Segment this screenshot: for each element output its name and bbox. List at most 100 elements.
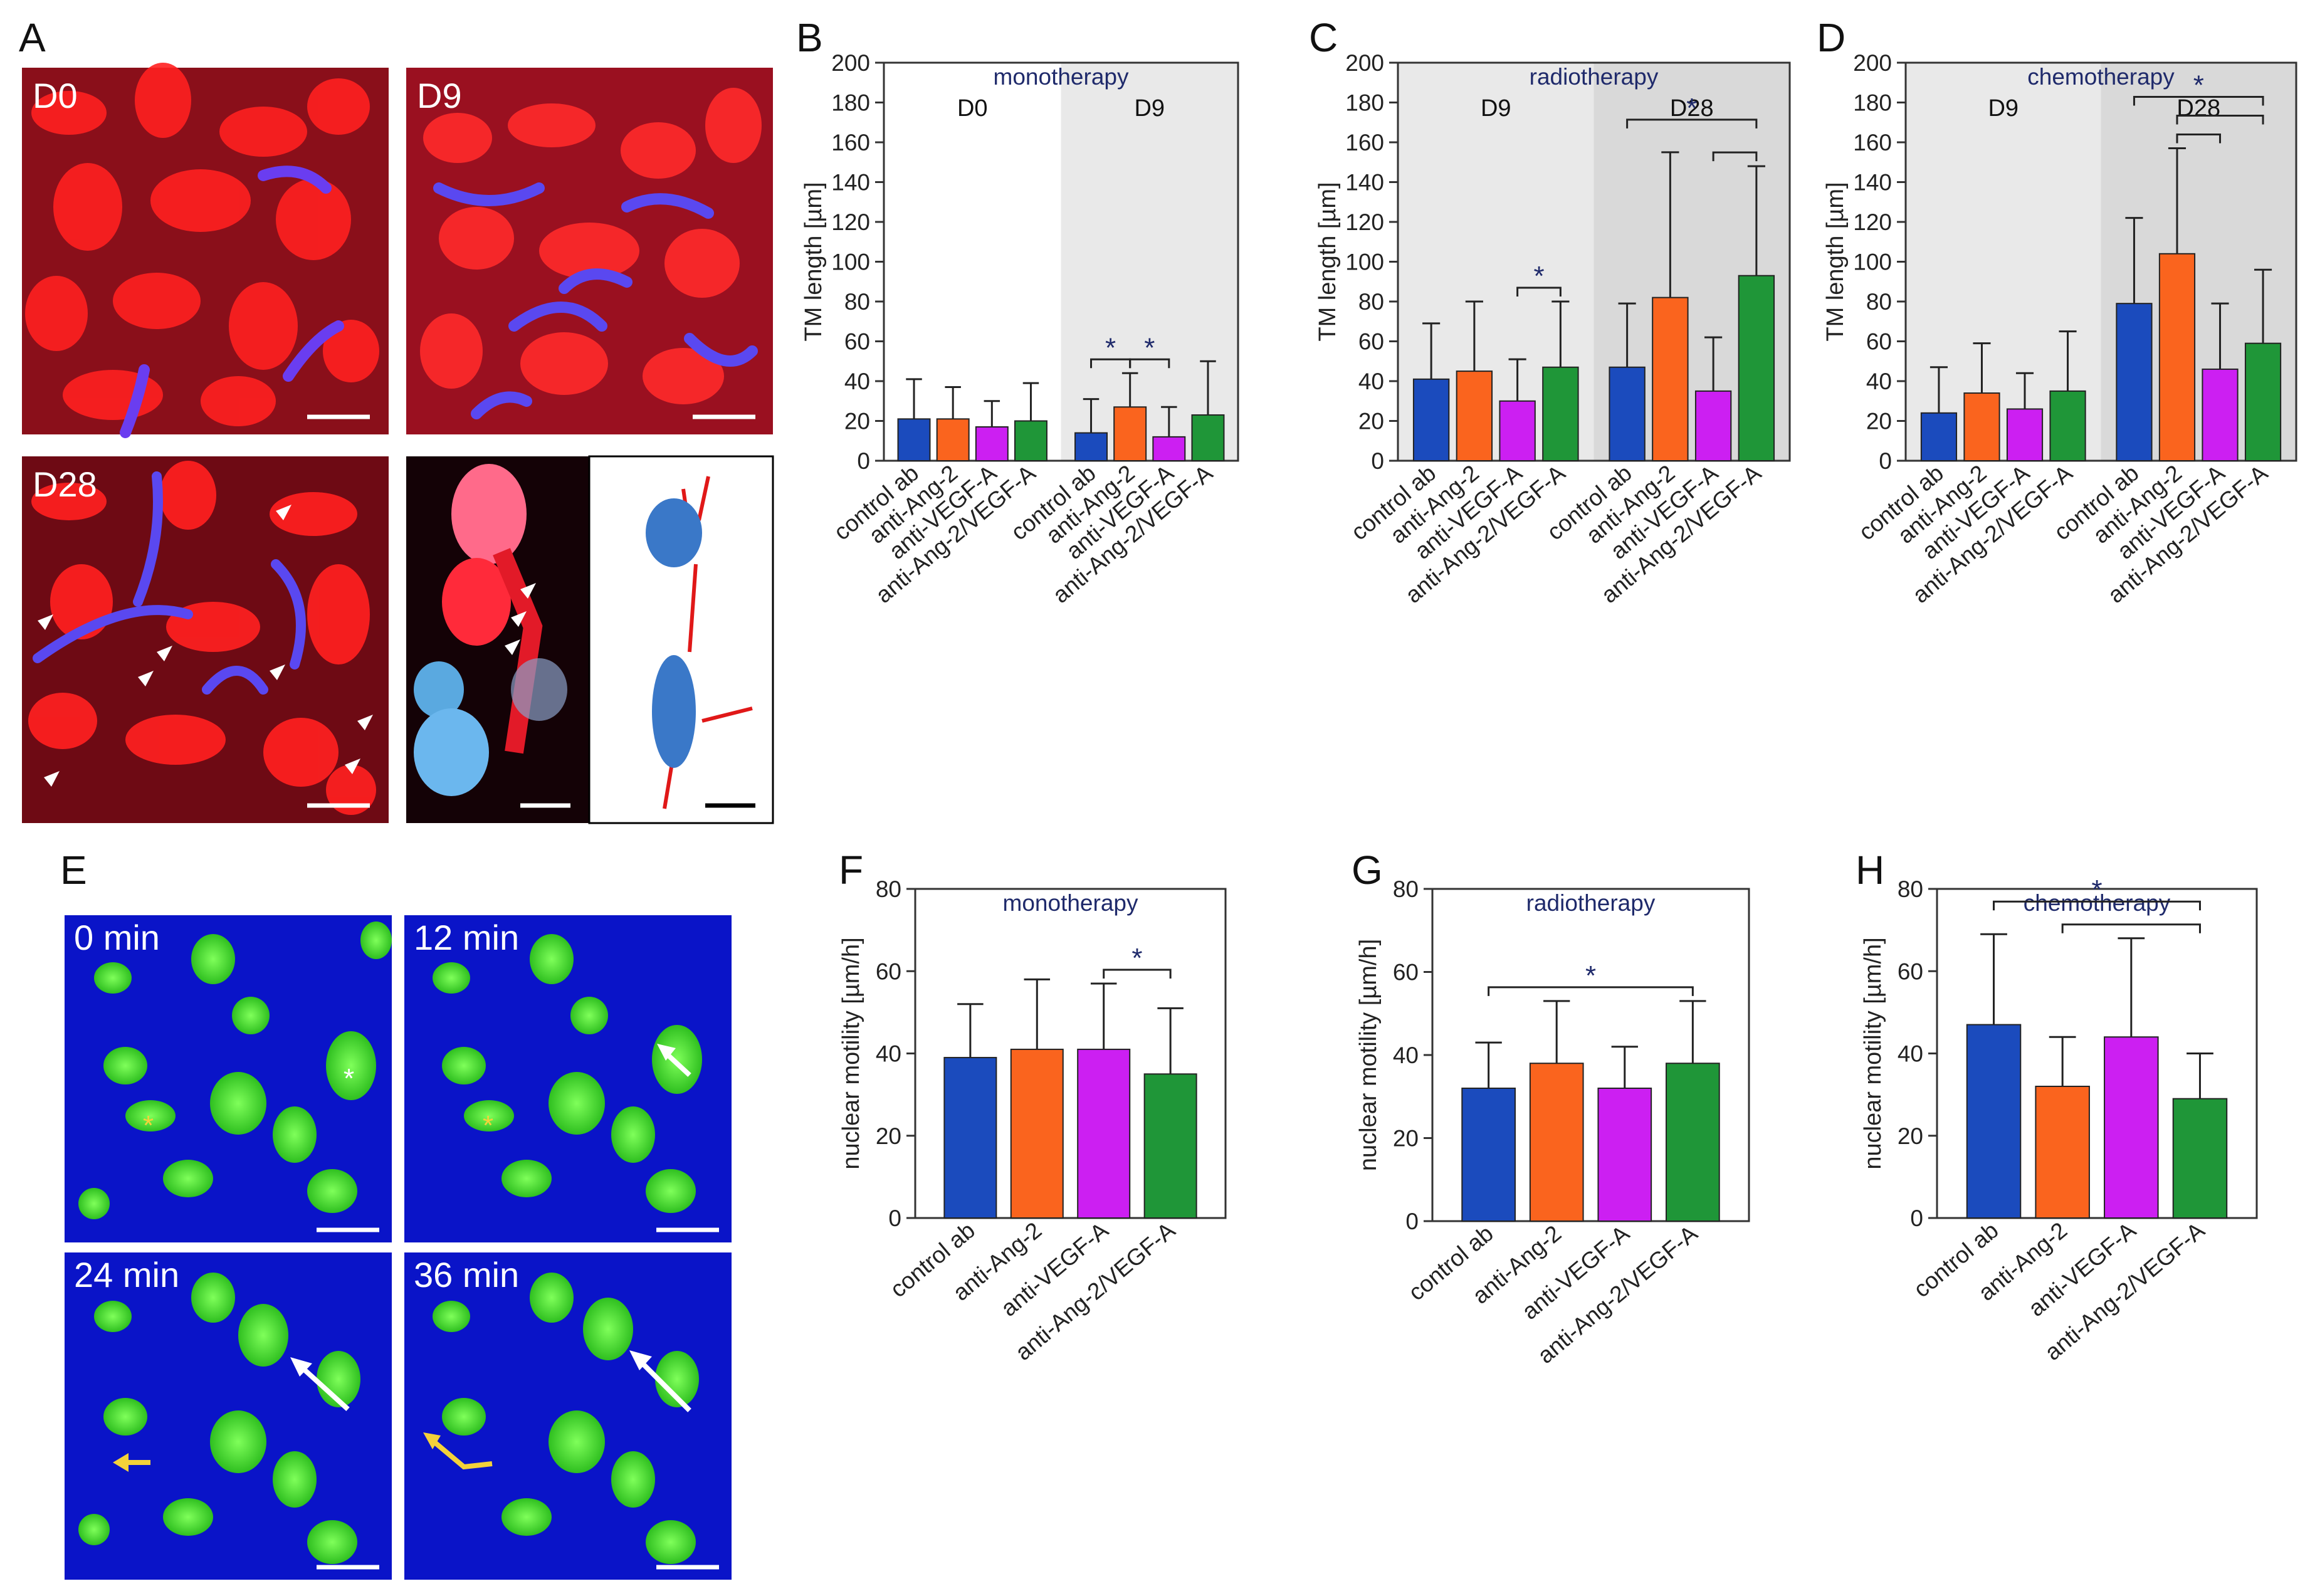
bar (1014, 420, 1047, 461)
bar (1529, 1063, 1584, 1222)
time-label-24: 24 min (74, 1255, 179, 1294)
y-tick-label: 0 (1371, 448, 1384, 474)
y-tick-label: 20 (1866, 409, 1892, 434)
time-label-12: 12 min (414, 918, 519, 957)
timelapse-24min: 24 min (65, 1252, 392, 1580)
bar (1152, 436, 1186, 462)
significance-bracket (2061, 923, 2201, 933)
y-tick-label: 200 (1853, 50, 1892, 76)
y-tick-label: 100 (1853, 249, 1892, 275)
image-label-d28: D28 (33, 465, 97, 504)
time-label-36: 36 min (414, 1255, 519, 1294)
bar (1077, 1048, 1131, 1219)
bar (2244, 342, 2282, 461)
group-label: D9 (1481, 95, 1511, 122)
y-tick-label: 20 (1358, 409, 1384, 434)
micrograph-zoom (406, 455, 774, 824)
y-tick-label: 200 (1345, 50, 1384, 76)
chart-title: monotherapy (1003, 890, 1138, 916)
significance-bracket (2133, 96, 2264, 106)
bar (2006, 408, 2044, 462)
y-tick-label: 60 (844, 329, 870, 355)
bar (1652, 297, 1689, 461)
y-tick-label: 120 (1853, 209, 1892, 235)
bar (943, 1057, 997, 1219)
timelapse-0min: * * 0 min (65, 915, 392, 1242)
y-tick-label: 0 (1405, 1209, 1419, 1234)
y-tick-label: 60 (1898, 958, 1923, 984)
bar (1597, 1088, 1652, 1222)
panel-label-d: D (1817, 15, 1845, 60)
y-tick-label: 180 (1345, 90, 1384, 116)
chart-title: radiotherapy (1526, 890, 1656, 916)
y-tick-label: 120 (831, 209, 870, 235)
y-tick-label: 60 (1866, 329, 1892, 355)
y-tick-label: 160 (1345, 130, 1384, 155)
significance-bracket (2176, 134, 2222, 144)
significance-bracket (1103, 969, 1172, 979)
bar (1738, 275, 1775, 461)
group-label: D9 (1988, 95, 2019, 122)
significance-bracket (1516, 286, 1562, 297)
y-tick-label: 140 (1853, 170, 1892, 196)
y-axis-label: nuclear motility [µm/h] (1355, 939, 1382, 1171)
chart-h: 0 20 40 60 80 nuclear motility [µm/h] chemothe… (1860, 874, 2258, 1365)
y-tick-label: 80 (1898, 876, 1923, 902)
y-tick-label: 160 (1853, 130, 1892, 155)
significance-bracket (2176, 115, 2264, 125)
y-tick-label: 80 (1358, 289, 1384, 315)
y-tick-label: 40 (1898, 1041, 1923, 1067)
y-tick-label: 200 (831, 50, 870, 76)
chart-g: 0 20 40 60 80 nuclear motility [µm/h] radiothe… (1355, 876, 1750, 1368)
y-tick-label: 60 (1358, 329, 1384, 355)
bar (2202, 368, 2239, 462)
micrograph-d0: D0 (22, 63, 389, 438)
y-tick-label: 20 (876, 1123, 901, 1149)
timelapse-12min: * 12 min (404, 915, 732, 1242)
significance-star: * (1686, 93, 1697, 123)
significance-bracket (1129, 358, 1170, 369)
panel-label-h: H (1856, 848, 1884, 893)
bar (1963, 392, 2000, 461)
y-tick-label: 140 (1345, 170, 1384, 196)
y-tick-label: 0 (857, 448, 870, 474)
y-tick-label: 40 (844, 369, 870, 394)
y-axis-label: nuclear motility [µm/h] (1860, 937, 1886, 1169)
bar (897, 418, 931, 462)
svg-text:*: * (483, 1110, 493, 1141)
time-label-0: 0 min (74, 918, 160, 957)
y-tick-label: 160 (831, 130, 870, 155)
significance-star: * (1585, 960, 1596, 991)
bar (1191, 414, 1225, 461)
y-tick-label: 20 (1393, 1126, 1419, 1152)
bar (1143, 1073, 1197, 1219)
y-axis-label: TM length [µm] (1315, 182, 1341, 341)
chart-d: 0 20 40 60 80 100 120 140 160 180 200 TM length [µm… (1822, 50, 2297, 608)
y-tick-label: 40 (1866, 369, 1892, 394)
panel-label-g: G (1352, 848, 1383, 893)
chart-title: chemotherapy (2027, 64, 2175, 90)
image-label-d9: D9 (417, 76, 462, 115)
bar (2172, 1098, 2228, 1219)
bar (1694, 390, 1732, 461)
y-tick-label: 140 (831, 170, 870, 196)
y-tick-label: 20 (1898, 1123, 1923, 1149)
bar (1456, 370, 1493, 461)
significance-star: * (1533, 261, 1544, 291)
y-tick-label: 0 (1879, 448, 1892, 474)
bar (1666, 1063, 1720, 1222)
y-tick-label: 0 (1910, 1205, 1923, 1231)
bar (1920, 412, 1958, 461)
significance-star: * (2193, 70, 2204, 101)
significance-bracket (1993, 900, 2201, 911)
y-tick-label: 180 (1853, 90, 1892, 116)
significance-star: * (1131, 943, 1142, 974)
bar (1010, 1048, 1064, 1219)
significance-bracket (1626, 118, 1758, 129)
y-tick-label: 20 (844, 409, 870, 434)
bar (1966, 1024, 2022, 1219)
bar (2116, 303, 2153, 461)
chart-f: 0 20 40 60 80 nuclear motility [µm/h] monother… (838, 876, 1227, 1365)
y-tick-label: 40 (1393, 1042, 1419, 1068)
bar (1499, 400, 1536, 461)
